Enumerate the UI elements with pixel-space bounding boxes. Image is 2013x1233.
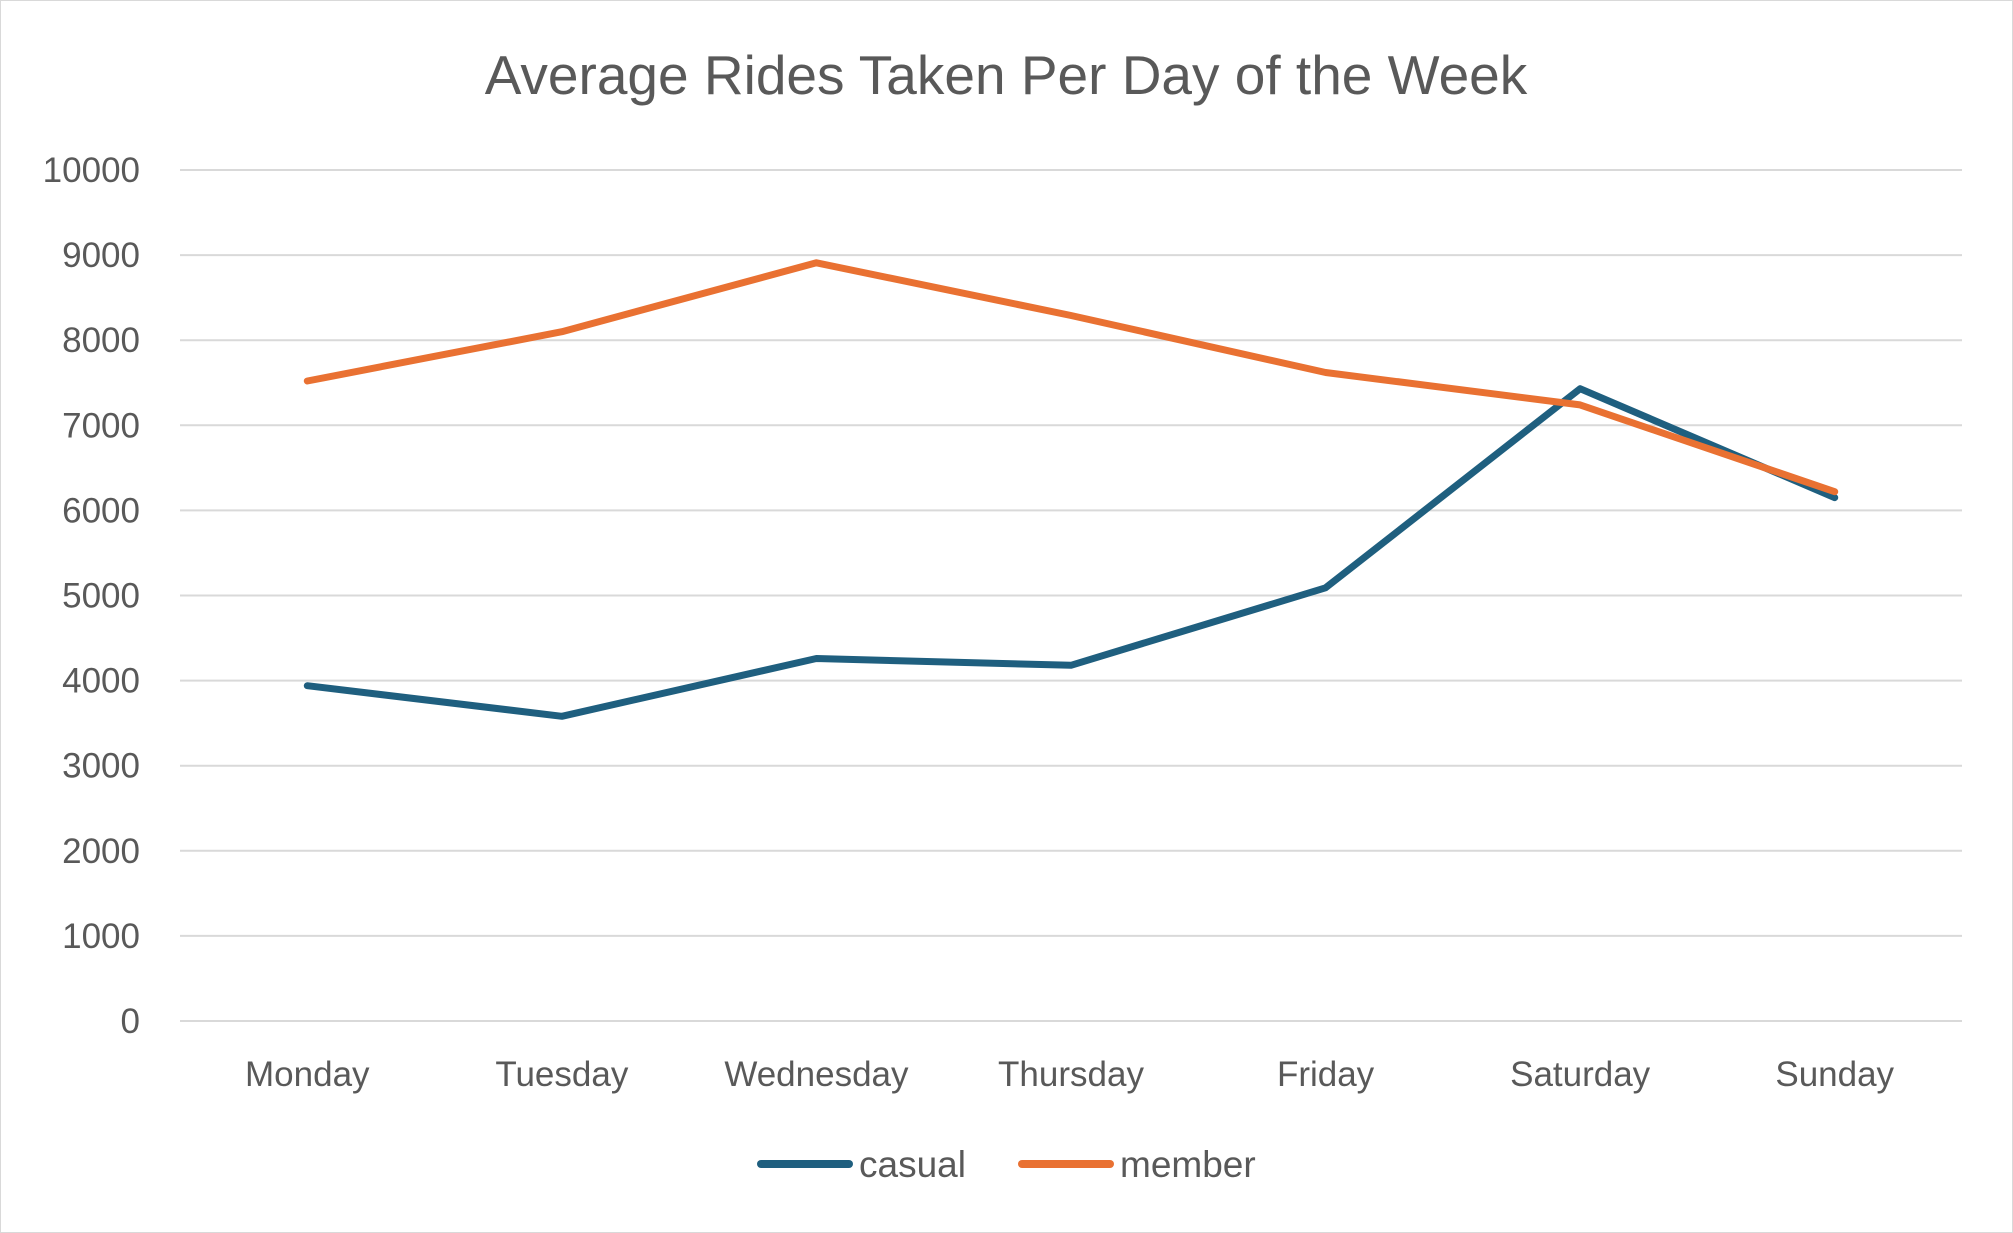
series-line-casual [303, 385, 1839, 720]
x-tick-label-sunday: Sunday [1775, 1055, 1894, 1094]
y-tick-label: 3000 [62, 747, 140, 786]
legend: casual member [757, 1144, 1256, 1185]
y-axis-tick-labels: 0 1000 2000 3000 4000 5000 6000 7000 8000 9000 100… [43, 151, 140, 1041]
y-tick-label: 10000 [43, 151, 140, 190]
gridlines [180, 169, 1962, 1022]
y-tick-label: 5000 [62, 577, 140, 616]
x-tick-label-tuesday: Tuesday [495, 1055, 628, 1094]
x-tick-label-saturday: Saturday [1510, 1055, 1651, 1094]
legend-label-member: member [1120, 1144, 1256, 1185]
legend-label-casual: casual [859, 1144, 966, 1185]
y-tick-label: 6000 [62, 491, 140, 530]
x-tick-label-friday: Friday [1277, 1055, 1375, 1094]
y-tick-label: 0 [121, 1002, 140, 1041]
series-lines [303, 259, 1839, 720]
x-tick-label-monday: Monday [245, 1055, 370, 1094]
y-tick-label: 1000 [62, 917, 140, 956]
y-tick-label: 4000 [62, 662, 140, 701]
y-tick-label: 7000 [62, 406, 140, 445]
y-tick-label: 9000 [62, 236, 140, 275]
x-tick-label-wednesday: Wednesday [724, 1055, 909, 1094]
y-tick-label: 8000 [62, 321, 140, 360]
series-line-member [303, 259, 1839, 496]
chart-title: Average Rides Taken Per Day of the Week [485, 44, 1528, 106]
y-tick-label: 2000 [62, 832, 140, 871]
x-tick-label-thursday: Thursday [998, 1055, 1144, 1094]
x-axis-tick-labels: Monday Tuesday Wednesday Thursday Friday Satu… [245, 1055, 1895, 1094]
